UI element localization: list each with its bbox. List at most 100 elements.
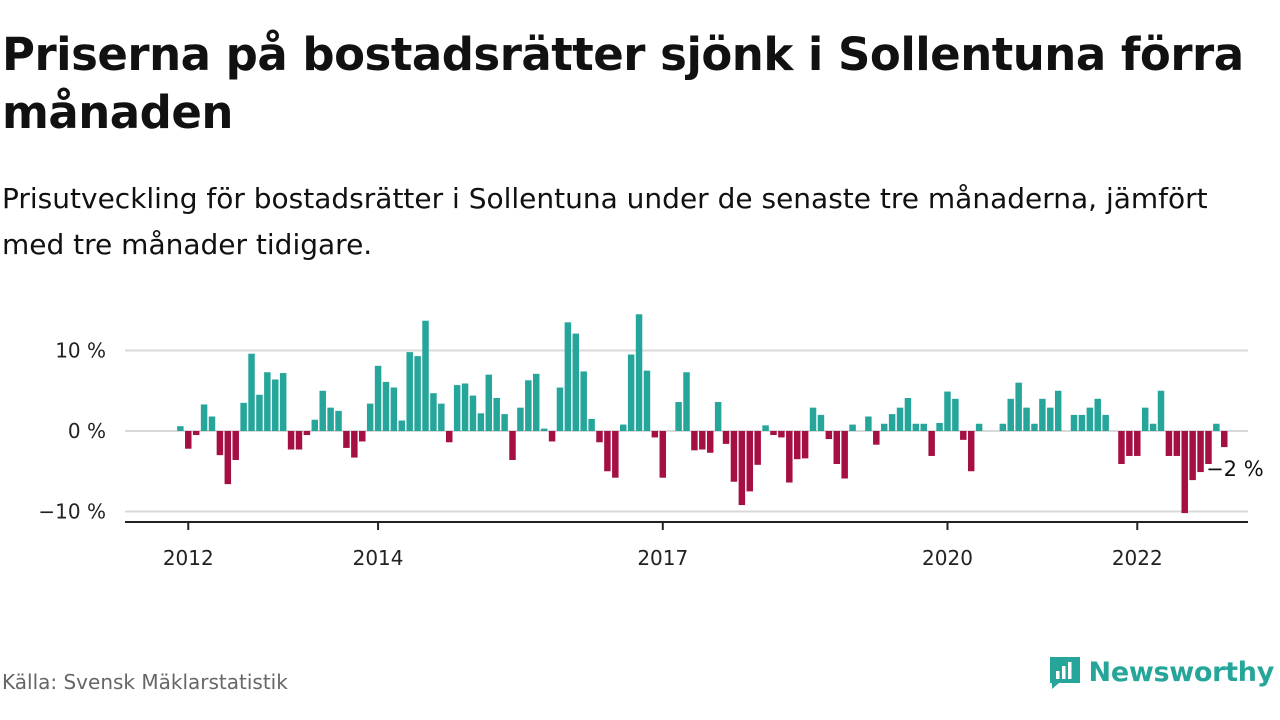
bar-2017-08 [714,402,722,431]
bar-2020-05 [975,423,983,431]
bar-2019-10 [920,423,927,431]
bar-2014-04 [398,420,406,431]
bar-2020-12 [1031,423,1038,431]
bar-2018-05 [786,431,793,483]
bar-2017-10 [730,431,738,482]
bar-2016-01 [564,322,572,431]
price-change-bar-chart: 10 % 0 % −10 % 2012 2014 2017 2020 2022 −2 % [38,314,1266,571]
bar-2016-09 [627,354,635,431]
chart-subtitle: Prisutveckling för bostadsrätter i Solle… [2,182,1208,261]
bar-2017-07 [706,431,714,453]
bar-2018-04 [778,431,785,438]
bar-2015-08 [525,380,532,431]
bar-2020-03 [960,431,967,440]
bar-2016-05 [596,431,603,443]
bar-2017-01 [659,431,667,478]
bar-2015-06 [509,431,516,460]
bar-2019-04 [873,431,880,445]
bar-2020-01 [944,391,951,431]
bar-2012-03 [200,404,208,431]
bar-2019-05 [880,423,888,431]
bar-2015-12 [556,387,564,431]
bar-2012-04 [208,416,216,431]
x-tick-label-0: 2012 [163,546,214,570]
bar-2013-09 [343,431,350,448]
bar-2016-12 [651,431,659,438]
bar-2016-03 [580,371,587,431]
x-tick-label-1: 2014 [353,546,404,570]
bar-chart-speech-bubble-icon [1049,657,1080,689]
bar-2020-02 [952,398,959,431]
y-tick-label-0: 10 % [55,339,106,363]
bar-2018-07 [801,431,809,459]
bar-2018-11 [833,431,840,464]
bar-2021-07 [1086,407,1094,431]
bar-2019-12 [936,422,943,431]
bar-2020-11 [1023,407,1030,431]
bar-2013-03 [295,431,303,450]
bar-2013-07 [327,407,334,431]
bar-2022-07 [1181,431,1188,514]
bar-2012-02 [192,431,200,436]
bar-2017-04 [683,372,690,431]
x-tick-label-3: 2020 [922,546,973,570]
bar-2013-06 [319,390,326,431]
bar-2012-01 [185,431,192,449]
bar-2022-10 [1205,431,1212,464]
bar-2022-05 [1165,431,1173,456]
bar-2012-05 [216,431,224,456]
bar-2016-07 [612,431,619,478]
bar-2014-02 [382,381,390,431]
bar-2018-06 [793,431,801,460]
bar-2018-08 [809,407,817,431]
bar-2018-03 [770,431,777,436]
bar-2017-05 [691,431,698,451]
bar-2016-06 [604,431,611,472]
bar-2022-12 [1221,431,1228,448]
bar-2012-11 [264,372,271,431]
bar-2019-06 [888,414,896,431]
bar-2022-03 [1149,423,1157,431]
bar-2012-07 [232,431,239,460]
bar-2017-12 [746,431,754,492]
bars [177,314,1228,514]
bar-2014-11 [453,385,461,431]
bar-2022-02 [1141,407,1149,431]
brand-logo: Newsworthy [1047,654,1274,690]
bar-2019-03 [865,416,872,431]
bar-2013-01 [279,373,287,431]
bar-2015-09 [533,373,540,431]
tick-labels: 10 % 0 % −10 % 2012 2014 2017 2020 2022 −2 % [38,339,1266,571]
bar-2016-08 [619,424,627,431]
bar-2022-06 [1173,431,1181,456]
bar-2022-01 [1134,431,1141,456]
bar-2014-05 [406,352,413,431]
bar-2022-08 [1189,431,1196,481]
bar-2018-01 [754,431,761,465]
bar-2015-05 [501,414,508,431]
bar-2021-02 [1047,407,1054,431]
bar-2012-09 [248,353,255,431]
bar-2014-12 [461,383,469,431]
last-value-annotation: −2 % [1206,457,1264,481]
chart-title: Priserna på bostadsrätter sjönk i Sollen… [2,28,1244,139]
bar-2019-07 [896,407,904,431]
bar-2016-11 [643,370,651,432]
bar-2017-03 [675,402,682,431]
bar-2021-12 [1126,431,1133,456]
x-tick-label-4: 2022 [1112,546,1163,570]
bar-2020-09 [1007,398,1014,431]
bar-2018-12 [841,431,848,479]
bar-2015-01 [469,395,477,431]
bar-2016-04 [588,418,595,431]
bar-2014-09 [438,403,445,431]
bar-2013-12 [366,403,374,431]
bar-2022-04 [1157,390,1165,431]
bar-2013-08 [335,410,342,432]
bar-2015-10 [540,428,548,431]
x-axis [125,521,1248,530]
bar-2020-04 [967,431,975,472]
bar-2017-06 [699,431,706,450]
source-note: Källa: Svensk Mäklarstatistik [2,670,288,694]
bar-2018-10 [825,431,833,440]
